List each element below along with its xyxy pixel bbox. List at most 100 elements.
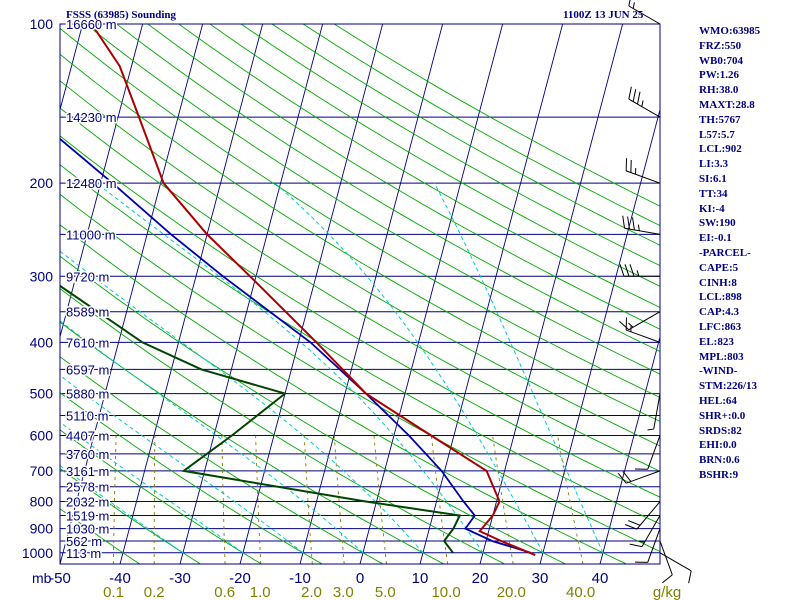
height-label: 113 m xyxy=(66,546,101,561)
wind-barb-staff xyxy=(624,227,661,235)
sounding-index: STM:226/13 xyxy=(699,380,758,393)
dry-adiabat-line xyxy=(178,24,660,308)
temperature-trace xyxy=(90,24,536,557)
height-label: 3161 m xyxy=(66,464,109,479)
sounding-index: MAXT:28.8 xyxy=(699,98,755,111)
dry-adiabat-line xyxy=(60,164,660,525)
isotherm-line xyxy=(359,24,504,564)
temperature-tick-label: -20 xyxy=(229,570,251,587)
wind-barb-half-flag xyxy=(632,2,635,9)
temperature-tick-label: -30 xyxy=(169,570,191,587)
temperature-tick-label: 10 xyxy=(412,570,429,587)
wind-barb-flag xyxy=(622,215,626,229)
wind-barb-flag xyxy=(628,0,631,7)
dry-adiabat-line xyxy=(60,80,660,447)
mixing-ratio-tick-label: 0.6 xyxy=(214,584,235,600)
mixing-ratio-tick-label: 5.0 xyxy=(375,584,396,600)
pressure-tick-label: 500 xyxy=(30,386,54,402)
dry-adiabat-line xyxy=(209,24,660,287)
wind-barb-flag xyxy=(628,86,632,100)
dry-adiabat-line xyxy=(60,107,660,472)
pressure-tick-label: 600 xyxy=(30,427,54,443)
mixing-ratio-unit-label: g/kg xyxy=(653,584,681,600)
wind-barb-half-flag xyxy=(637,224,640,231)
wind-barb xyxy=(659,552,692,584)
wind-barb-half-flag xyxy=(628,322,634,328)
sounding-index: LI:3.3 xyxy=(699,158,729,171)
mixing-ratio-tick-label: 10.0 xyxy=(431,584,460,600)
dry-adiabat-line xyxy=(60,467,201,564)
wind-barb xyxy=(635,528,661,563)
height-label: 1030 m xyxy=(66,522,109,537)
mixing-ratio-line xyxy=(221,435,226,564)
wind-barb-flag xyxy=(624,264,630,277)
sounding-index: CAP:4.3 xyxy=(699,306,740,319)
sounding-index: SI:6.1 xyxy=(699,172,727,185)
sounding-index: L57:5.7 xyxy=(699,128,735,141)
dry-adiabat-line xyxy=(60,321,445,564)
moist-adiabat-line xyxy=(60,320,364,554)
mixing-ratio-line xyxy=(333,435,345,564)
dry-adiabat-line xyxy=(60,224,627,564)
sounding-profiles xyxy=(60,24,536,557)
sounding-index: TH:5767 xyxy=(699,113,741,126)
dry-adiabat-line xyxy=(60,356,384,564)
height-label: 2578 m xyxy=(66,480,109,495)
sounding-index: CAPE:5 xyxy=(699,261,739,274)
wind-barb-flag xyxy=(619,264,625,277)
pressure-tick-label: 700 xyxy=(30,463,54,479)
wind-barb xyxy=(628,86,661,118)
temperature-tick-label: 30 xyxy=(532,570,549,587)
diagram-grid xyxy=(60,24,660,564)
temperature-tick-label: 40 xyxy=(592,570,609,587)
pressure-tick-label: 800 xyxy=(30,494,54,510)
isotherm-line xyxy=(539,107,660,564)
moist-adiabat-line xyxy=(274,182,544,554)
wind-barb-staff xyxy=(636,501,661,530)
height-label: 9720 m xyxy=(66,269,109,284)
sounding-index: PW:1.26 xyxy=(699,69,740,82)
mixing-ratio-tick-label: 20.0 xyxy=(497,584,526,600)
moist-adiabat-line xyxy=(60,374,304,554)
mixing-ratio-tick-label: 0.2 xyxy=(144,584,165,600)
height-label: 7610 m xyxy=(66,335,109,350)
wind-barb-staff xyxy=(641,515,661,547)
wind-barb-half-flag xyxy=(638,540,645,543)
dewpoint-trace xyxy=(60,284,462,554)
wind-barb xyxy=(659,540,673,584)
plot-frame xyxy=(59,23,661,565)
wind-barb-half-flag xyxy=(647,428,654,431)
pressure-tick-label: 200 xyxy=(30,175,54,191)
mixing-ratio-line xyxy=(153,435,156,564)
sounding-index: HEL:64 xyxy=(699,394,737,407)
sounding-index: MPL:803 xyxy=(699,350,744,363)
wind-barb-flag xyxy=(627,216,630,230)
height-label: 2032 m xyxy=(66,495,109,510)
height-label: 5110 m xyxy=(66,409,108,424)
dry-adiabat-line xyxy=(116,24,660,352)
mixing-ratio-line xyxy=(255,435,262,564)
sounding-index: LCL:898 xyxy=(699,291,742,304)
sounding-index: FRZ:550 xyxy=(699,39,742,52)
dry-adiabat-line xyxy=(60,287,505,564)
dry-adiabat-line xyxy=(271,24,660,246)
pressure-tick-label: 400 xyxy=(30,334,54,350)
mixing-ratio-tick-label: 3.0 xyxy=(333,584,354,600)
isotherm-line xyxy=(119,24,264,564)
wind-barb-staff xyxy=(647,435,661,470)
wind-barb-flag xyxy=(624,524,638,530)
dry-adiabat-line xyxy=(60,429,262,564)
dry-adiabat-line xyxy=(60,135,660,498)
wind-barb-flag xyxy=(628,520,641,526)
mixing-ratio-tick-label: 1.0 xyxy=(250,584,271,600)
wind-barb xyxy=(624,501,661,530)
sounding-index: WB0:704 xyxy=(699,54,743,67)
wind-barb-staff xyxy=(653,393,661,430)
wind-barbs xyxy=(617,0,692,584)
wind-barb-staff xyxy=(626,170,661,184)
wind-barb-staff xyxy=(628,311,661,331)
wind-barb xyxy=(622,215,661,235)
wind-barb-flag xyxy=(662,574,673,584)
wind-barb-staff xyxy=(628,98,661,118)
